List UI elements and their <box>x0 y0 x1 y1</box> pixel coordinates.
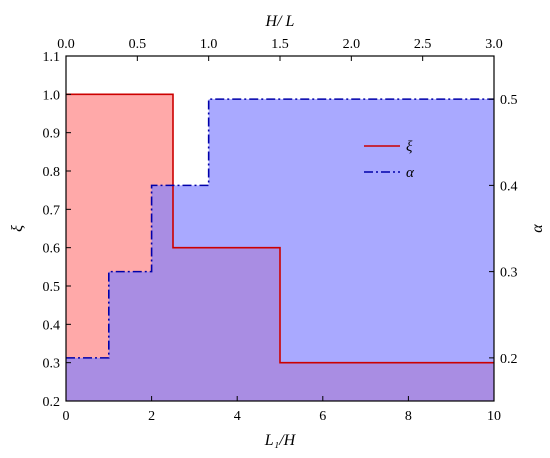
x-tick-label: 8 <box>405 409 412 424</box>
x2-tick-label: 1.0 <box>200 37 218 52</box>
y2-tick-label: 0.5 <box>500 93 518 108</box>
legend-label-1: α <box>406 165 415 181</box>
x2-axis-label: H/ L <box>265 13 295 30</box>
y-tick-label: 1.0 <box>43 88 61 103</box>
x-axis-label: L₁/H <box>264 432 297 449</box>
x2-tick-label: 0.0 <box>57 37 75 52</box>
x2-tick-label: 3.0 <box>485 37 503 52</box>
x2-tick-label: 2.5 <box>414 37 432 52</box>
y-tick-label: 1.1 <box>43 50 61 65</box>
y-tick-label: 0.5 <box>43 280 61 295</box>
x2-tick-label: 1.5 <box>271 37 289 52</box>
x2-tick-label: 2.0 <box>343 37 361 52</box>
x-tick-label: 4 <box>234 409 241 424</box>
x2-tick-label: 0.5 <box>129 37 147 52</box>
x-tick-label: 10 <box>487 409 501 424</box>
x-tick-label: 6 <box>319 409 326 424</box>
y-axis-label: ξ <box>9 225 26 232</box>
y-tick-label: 0.3 <box>43 357 61 372</box>
y-tick-label: 0.6 <box>43 242 61 257</box>
y2-tick-label: 0.4 <box>500 179 518 194</box>
y2-axis-label: α <box>529 224 546 233</box>
y-tick-label: 0.7 <box>43 203 61 218</box>
legend-label-0: ξ <box>406 139 413 155</box>
x-tick-label: 0 <box>63 409 70 424</box>
y2-tick-label: 0.3 <box>500 266 518 281</box>
x-tick-label: 2 <box>148 409 155 424</box>
y-tick-label: 0.2 <box>43 395 61 410</box>
y-tick-label: 0.8 <box>43 165 61 180</box>
y2-tick-label: 0.2 <box>500 352 518 367</box>
y-tick-label: 0.4 <box>43 318 61 333</box>
y-tick-label: 0.9 <box>43 127 61 142</box>
series-line-1 <box>66 98 494 359</box>
series-line-0 <box>66 93 494 364</box>
legend: ξα <box>364 139 415 181</box>
